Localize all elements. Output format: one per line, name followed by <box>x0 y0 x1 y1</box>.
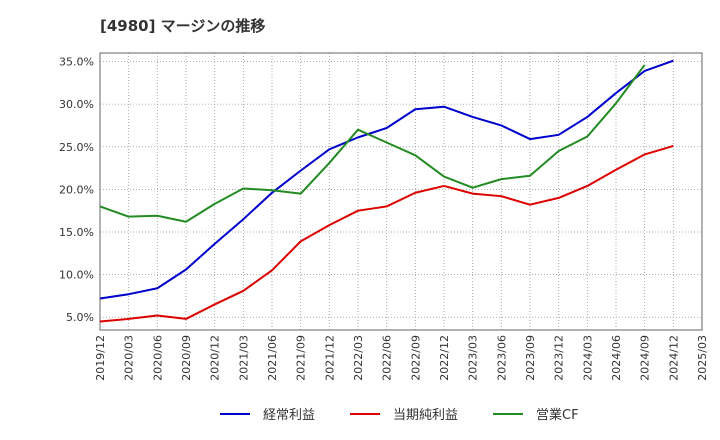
x-tick-label: 2022/12 <box>438 335 451 381</box>
x-tick-label: 2020/03 <box>123 335 136 381</box>
x-tick-label: 2019/12 <box>94 335 107 381</box>
x-tick-label: 2021/03 <box>237 335 250 381</box>
y-tick-label: 20.0% <box>59 183 94 196</box>
x-tick-label: 2023/06 <box>495 335 508 381</box>
x-tick-label: 2024/09 <box>639 335 652 381</box>
series-line-1 <box>99 144 674 323</box>
y-tick-label: 5.0% <box>66 311 94 324</box>
x-tick-label: 2020/12 <box>209 335 222 381</box>
y-axis: 5.0% 10.0% 15.0% 20.0% 25.0% 30.0% 35.0% <box>59 56 94 325</box>
legend-label: 経常利益 <box>263 408 315 423</box>
legend-label: 当期純利益 <box>393 408 458 423</box>
legend: 経常利益 当期純利益 営業CF <box>220 407 579 423</box>
y-tick-label: 15.0% <box>59 226 94 239</box>
x-tick-label: 2023/12 <box>553 335 566 381</box>
x-axis: 2019/12 2020/03 2020/06 2020/09 2020/12 2021/… <box>94 335 709 381</box>
x-tick-label: 2021/12 <box>323 335 336 381</box>
x-tick-label: 2022/03 <box>352 335 365 381</box>
x-tick-label: 2024/12 <box>667 335 680 381</box>
x-tick-label: 2025/03 <box>696 335 709 381</box>
series-layer <box>99 59 674 323</box>
plot-frame <box>99 52 703 331</box>
x-tick-label: 2021/06 <box>266 335 279 381</box>
legend-label: 営業CF <box>536 407 579 423</box>
series-line-0 <box>99 59 674 300</box>
x-tick-label: 2022/09 <box>409 335 422 381</box>
x-tick-label: 2020/09 <box>180 335 193 381</box>
x-tick-label: 2023/09 <box>524 335 537 381</box>
plot-background <box>100 53 702 330</box>
x-tick-label: 2024/03 <box>581 335 594 381</box>
x-tick-label: 2020/06 <box>151 335 164 381</box>
x-tick-label: 2022/06 <box>381 335 394 381</box>
x-tick-label: 2021/09 <box>295 335 308 381</box>
x-tick-label: 2023/03 <box>467 335 480 381</box>
x-tick-label: 2024/06 <box>610 335 623 381</box>
y-tick-label: 30.0% <box>59 98 94 111</box>
chart-title: [4980] マージンの推移 <box>100 17 266 35</box>
y-tick-label: 35.0% <box>59 56 94 69</box>
y-tick-label: 25.0% <box>59 141 94 154</box>
series-line-2 <box>99 64 646 223</box>
y-tick-label: 10.0% <box>59 269 94 282</box>
